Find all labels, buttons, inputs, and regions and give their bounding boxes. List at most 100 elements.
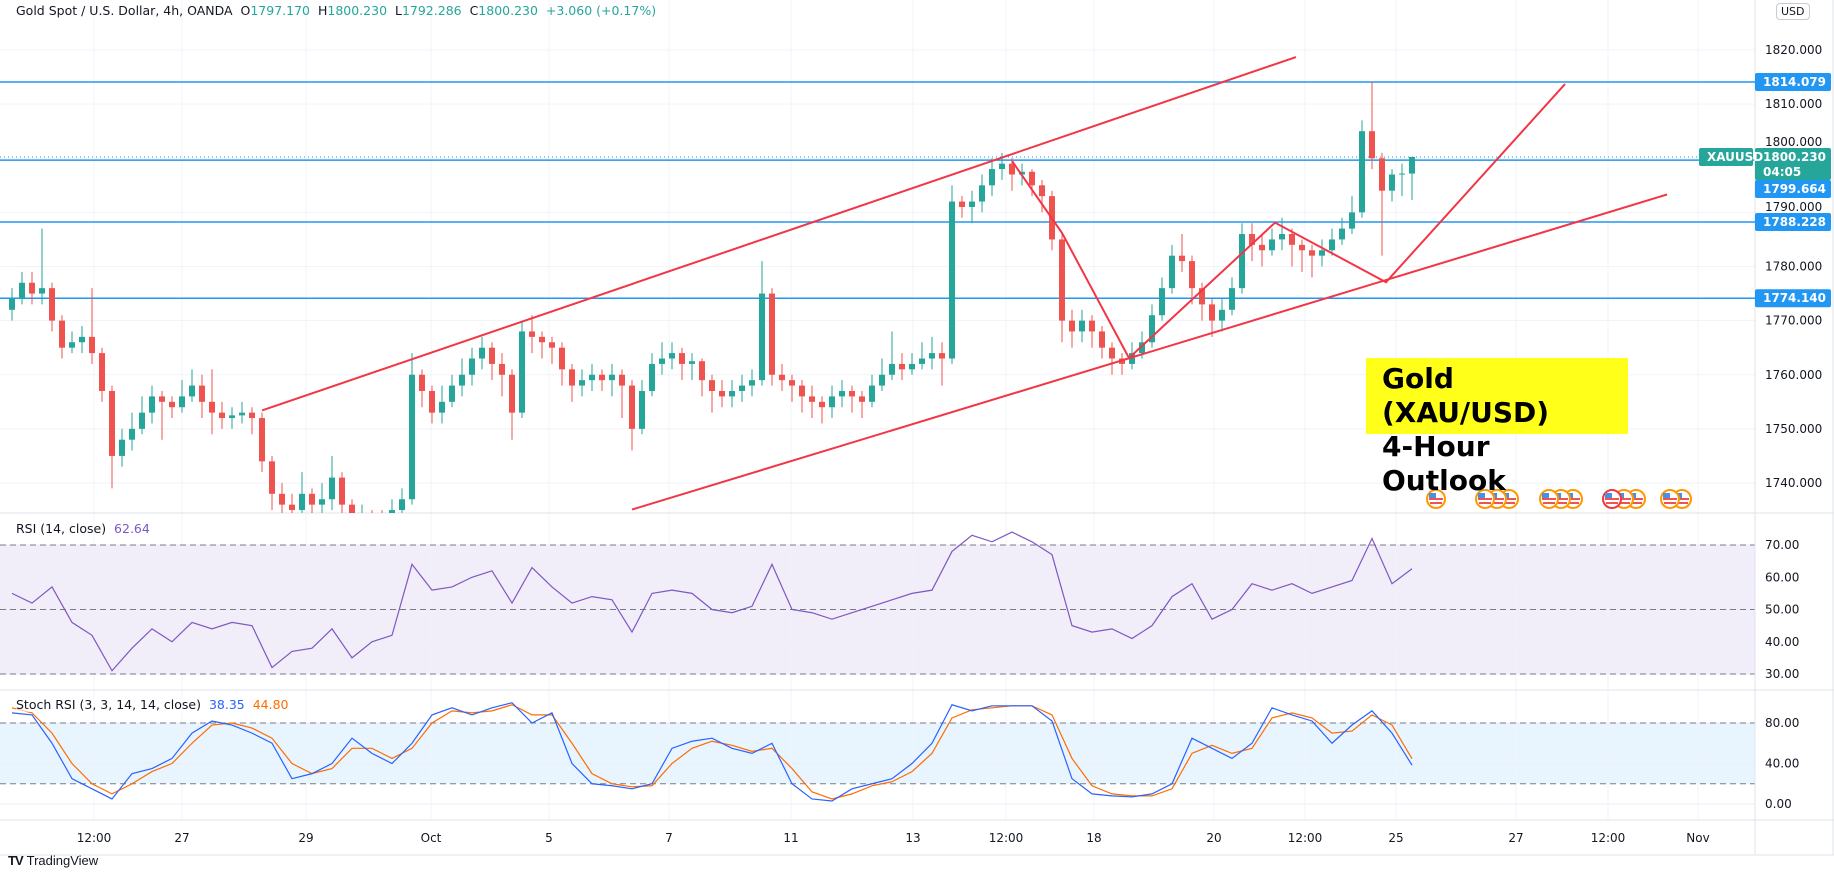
candle-up <box>439 401 445 413</box>
last-price-label <box>1755 148 1831 181</box>
candle-down <box>809 396 815 402</box>
high-value: 1800.230 <box>327 3 388 18</box>
us-flag-event-icon[interactable] <box>1602 489 1622 509</box>
candle-down <box>419 374 425 391</box>
candle-down <box>1059 239 1065 321</box>
candle-down <box>1209 304 1215 321</box>
time-tick-label: 12:00 <box>989 831 1024 845</box>
candle-up <box>1159 288 1165 316</box>
candle-down <box>29 282 35 294</box>
candle-up <box>989 169 995 186</box>
candle-down <box>789 380 795 386</box>
flag-stripe <box>1429 498 1443 500</box>
candle-up <box>149 396 155 413</box>
candle-up <box>639 390 645 429</box>
level-price-label-text: 1814.079 <box>1763 75 1826 89</box>
flag-stripe <box>1606 502 1618 504</box>
price-tick-label: 1810.000 <box>1765 97 1822 111</box>
candle-up <box>189 385 195 397</box>
candle-down <box>509 374 515 413</box>
rsi-tick-label: 50.00 <box>1765 603 1799 617</box>
candle-down <box>1029 171 1035 186</box>
flag-stripe <box>1430 502 1442 504</box>
candle-up <box>889 363 895 375</box>
flag-stripe <box>1617 498 1631 500</box>
us-flag-event-icon[interactable] <box>1539 489 1559 509</box>
candle-down <box>549 342 555 348</box>
time-tick-label: 12:00 <box>1288 831 1323 845</box>
rsi-label: RSI (14, close) <box>16 521 107 536</box>
us-flag-event-icon[interactable] <box>1660 489 1680 509</box>
candle-up <box>1329 239 1335 251</box>
symbol-legend: Gold Spot / U.S. Dollar, 4h, OANDA O1797… <box>16 3 656 18</box>
candle-down <box>1109 347 1115 359</box>
candle-up <box>729 390 735 397</box>
candle-up <box>1079 320 1085 332</box>
candle-up <box>299 493 305 511</box>
level-price-label <box>1755 289 1831 308</box>
flag-stripe <box>1491 502 1503 504</box>
price-tick-label: 1800.000 <box>1765 135 1822 149</box>
candle-up <box>1219 309 1225 321</box>
candle-down <box>799 385 805 397</box>
candle-up <box>829 396 835 408</box>
candle-down <box>1009 163 1015 175</box>
stoch-d-value: 44.80 <box>252 697 289 712</box>
candle-down <box>259 418 265 462</box>
flag-stripe <box>1567 502 1579 504</box>
candle-down <box>59 320 65 348</box>
flag-stripe <box>1490 498 1504 500</box>
price-tick-label: 1740.000 <box>1765 476 1822 490</box>
candle-up <box>929 353 935 359</box>
candle-up <box>949 201 955 359</box>
time-tick-label: Oct <box>421 831 442 845</box>
candle-down <box>899 363 905 370</box>
flag-stripe <box>1554 498 1568 500</box>
candle-down <box>719 390 725 397</box>
us-flag-event-icon[interactable] <box>1475 489 1495 509</box>
candle-up <box>589 374 595 381</box>
candle-down <box>489 347 495 364</box>
candle-down <box>939 353 945 359</box>
candle-up <box>1129 353 1135 364</box>
level-price-label <box>1755 73 1831 92</box>
candle-down <box>1089 320 1095 332</box>
flag-canton <box>1429 493 1436 498</box>
time-tick-label: 29 <box>298 831 313 845</box>
low-label: L <box>394 3 402 18</box>
stoch-tick-label: 0.00 <box>1765 797 1792 811</box>
candle-up <box>659 358 665 364</box>
tradingview-logo[interactable]: TV TradingView <box>8 853 98 868</box>
high-label: H <box>317 3 328 18</box>
candle-up <box>519 331 525 413</box>
candle-down <box>1249 234 1255 245</box>
candle-up <box>19 282 25 299</box>
candle-up <box>669 353 675 359</box>
candle-up <box>689 361 695 364</box>
candle-up <box>239 412 245 416</box>
candle-up <box>999 163 1005 170</box>
flag-stripe <box>1676 502 1688 504</box>
currency-button[interactable]: USD <box>1776 3 1810 20</box>
time-tick-label: 7 <box>665 831 673 845</box>
candle-up <box>1319 250 1325 256</box>
candle-up <box>1349 212 1355 229</box>
stoch-tick-label: 40.00 <box>1765 757 1799 771</box>
last-price-label-text: 04:05 <box>1763 165 1801 179</box>
candle-down <box>1309 250 1315 256</box>
us-flag-event-icon[interactable] <box>1426 489 1446 509</box>
price-tick-label: 1790.000 <box>1765 200 1822 214</box>
candle-down <box>1259 244 1265 251</box>
candle-down <box>269 461 275 494</box>
candle-down <box>539 336 545 343</box>
symbol-price-tag <box>1699 148 1753 167</box>
candle-down <box>499 363 505 375</box>
candle-up <box>649 363 655 391</box>
time-tick-label: 25 <box>1388 831 1403 845</box>
callout-line-2: 4-Hour Outlook <box>1382 430 1506 497</box>
flag-stripe <box>1630 502 1642 504</box>
candle-up <box>319 499 325 505</box>
candle-up <box>129 428 135 440</box>
flag-stripe <box>1675 498 1689 500</box>
